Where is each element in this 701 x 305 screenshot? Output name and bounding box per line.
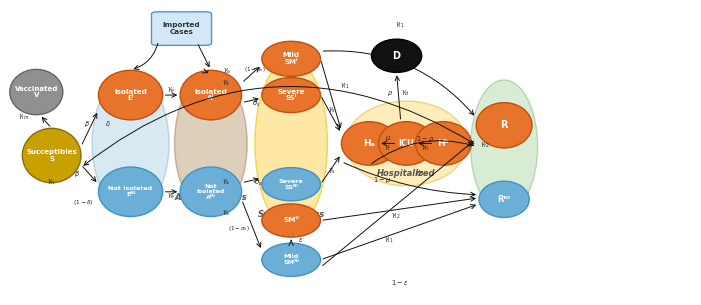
Text: $\beta$: $\beta$ <box>83 119 90 129</box>
Text: $\gamma_{I2}$: $\gamma_{I2}$ <box>391 211 401 221</box>
Text: Asymptomatics: Asymptomatics <box>175 193 247 202</box>
Ellipse shape <box>262 41 320 76</box>
Text: $\mu$: $\mu$ <box>385 135 390 143</box>
Text: Recovered: Recovered <box>479 192 529 201</box>
Text: Not
Isolated
Aᴺᴵ: Not Isolated Aᴺᴵ <box>197 184 225 200</box>
Text: $\gamma_h$: $\gamma_h$ <box>421 144 430 153</box>
Ellipse shape <box>379 122 435 165</box>
Ellipse shape <box>10 70 63 115</box>
Text: $\gamma_{r1}$: $\gamma_{r1}$ <box>415 169 426 178</box>
Text: ICU: ICU <box>398 139 414 148</box>
Ellipse shape <box>262 77 320 113</box>
Ellipse shape <box>98 70 163 120</box>
Text: $\gamma_{r2}$: $\gamma_{r2}$ <box>479 141 489 150</box>
Text: Not Isolated
Eᴺᴵ: Not Isolated Eᴺᴵ <box>109 186 153 197</box>
Text: $\gamma_{I1}$: $\gamma_{I1}$ <box>384 235 394 245</box>
Text: Hᵇ: Hᵇ <box>437 139 449 148</box>
Text: $1-\mu$: $1-\mu$ <box>373 175 391 185</box>
Ellipse shape <box>341 122 397 165</box>
Text: R: R <box>501 120 508 130</box>
Text: Imported
Cases: Imported Cases <box>163 22 200 35</box>
Text: $\varepsilon$: $\varepsilon$ <box>298 235 303 243</box>
Text: $\gamma_d$: $\gamma_d$ <box>400 89 409 98</box>
Text: $\rho$: $\rho$ <box>386 89 393 98</box>
Text: $\gamma_{I1}$: $\gamma_{I1}$ <box>395 21 404 30</box>
Text: Vaccinated
V: Vaccinated V <box>15 86 58 99</box>
Ellipse shape <box>180 70 242 120</box>
Text: $\gamma_e$: $\gamma_e$ <box>167 86 175 95</box>
Ellipse shape <box>476 103 532 148</box>
Text: $\gamma_a$: $\gamma_a$ <box>222 78 231 88</box>
Ellipse shape <box>416 122 471 165</box>
Text: $1-\rho$: $1-\rho$ <box>416 134 435 144</box>
Text: Severe
SSᴺᴵ: Severe SSᴺᴵ <box>279 179 304 189</box>
Text: Isolated
Aᴵ: Isolated Aᴵ <box>194 89 227 102</box>
Ellipse shape <box>22 128 81 183</box>
Text: $1-\varepsilon$: $1-\varepsilon$ <box>390 278 408 287</box>
Text: $\gamma_t$: $\gamma_t$ <box>383 144 391 153</box>
Ellipse shape <box>98 167 163 217</box>
Text: $\gamma_{I1}$: $\gamma_{I1}$ <box>340 81 350 91</box>
Text: $\gamma_a$: $\gamma_a$ <box>222 178 231 187</box>
Text: SMᵁ: SMᵁ <box>283 217 299 224</box>
Text: $\sigma_s$: $\sigma_s$ <box>252 99 261 109</box>
Ellipse shape <box>346 101 467 186</box>
Ellipse shape <box>262 243 320 276</box>
Text: Hₐ: Hₐ <box>364 139 375 148</box>
Ellipse shape <box>262 168 320 201</box>
Ellipse shape <box>479 181 529 217</box>
Text: Hospitalized: Hospitalized <box>377 169 435 178</box>
Text: $\sigma_s$: $\sigma_s$ <box>254 179 262 188</box>
Ellipse shape <box>180 167 242 217</box>
Text: $(1-\sigma_s)$: $(1-\sigma_s)$ <box>228 224 250 232</box>
Ellipse shape <box>255 59 327 228</box>
Text: $\gamma_a$: $\gamma_a$ <box>222 208 231 217</box>
Text: Severe
SSᴵ: Severe SSᴵ <box>278 89 305 102</box>
Text: Mild
SMᴺᴵ: Mild SMᴺᴵ <box>283 254 299 265</box>
Text: Rᴺᴵ: Rᴺᴵ <box>498 195 510 204</box>
Text: $\gamma_s$: $\gamma_s$ <box>328 106 336 115</box>
Text: $(1-\delta)$: $(1-\delta)$ <box>74 198 94 207</box>
Text: $\gamma_s$: $\gamma_s$ <box>327 167 336 176</box>
Text: Succeptibles
S: Succeptibles S <box>26 149 77 162</box>
Ellipse shape <box>372 39 422 72</box>
Ellipse shape <box>175 74 247 213</box>
Ellipse shape <box>262 204 320 237</box>
Text: $\gamma_e$: $\gamma_e$ <box>167 192 175 201</box>
Text: Symptomatics: Symptomatics <box>257 210 325 219</box>
Ellipse shape <box>92 74 169 213</box>
FancyBboxPatch shape <box>151 12 212 45</box>
Text: Exposed: Exposed <box>111 193 150 202</box>
Text: D: D <box>393 51 400 61</box>
Text: $\gamma_{ri}$: $\gamma_{ri}$ <box>47 178 56 187</box>
Text: Isolated
Eᴵ: Isolated Eᴵ <box>114 89 147 102</box>
Text: Mild
SMᴵ: Mild SMᴵ <box>283 52 299 65</box>
Text: $(1-\sigma_s)$: $(1-\sigma_s)$ <box>244 65 266 74</box>
Text: $\gamma_{im}$: $\gamma_{im}$ <box>18 113 29 122</box>
Text: $\gamma_a$: $\gamma_a$ <box>223 66 231 76</box>
Text: $\delta$: $\delta$ <box>104 119 110 128</box>
Text: $\beta$: $\beta$ <box>74 169 80 179</box>
Ellipse shape <box>470 80 538 213</box>
